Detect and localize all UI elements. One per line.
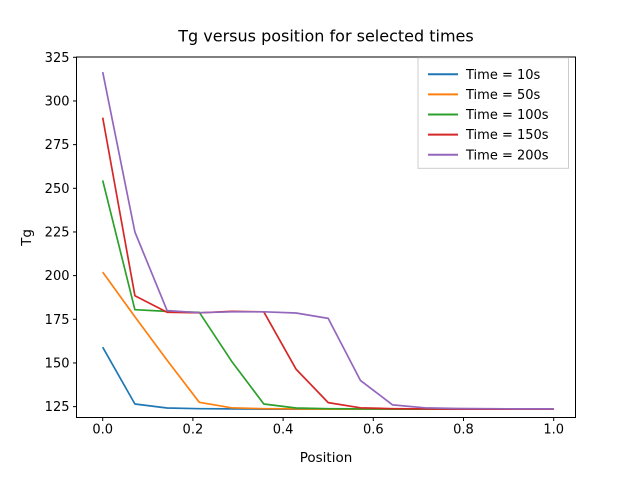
y-tick-label: 200 <box>45 269 70 284</box>
x-tick-label: 0.2 <box>183 423 204 438</box>
y-tick-label: 150 <box>45 356 70 371</box>
legend-label-time-50s: Time = 50s <box>465 88 541 103</box>
chart-title: Tg versus position for selected times <box>177 27 473 46</box>
legend-frame <box>417 57 569 169</box>
legend-label-time-200s: Time = 200s <box>465 148 549 163</box>
legend-label-time-10s: Time = 10s <box>465 68 541 83</box>
x-tick-label: 0.0 <box>92 423 113 438</box>
y-tick-label: 175 <box>45 313 70 328</box>
series-line-time-200s <box>101 71 554 410</box>
y-tick-label: 125 <box>45 400 70 415</box>
y-tick-label: 225 <box>45 225 70 240</box>
legend: Time = 10s Time = 50s Time = 100s Time = 15… <box>417 57 569 169</box>
series-line-time-100s <box>101 180 554 410</box>
x-axis-ticks: 0.0 0.2 0.4 0.6 0.8 1.0 <box>92 417 564 438</box>
legend-label-time-150s: Time = 150s <box>465 128 549 143</box>
y-tick-label: 250 <box>45 182 70 197</box>
y-axis-ticks: 125 150 175 200 225 250 275 300 325 <box>45 51 77 415</box>
x-tick-label: 0.4 <box>273 423 294 438</box>
y-axis-label: Tg <box>19 229 35 247</box>
x-tick-label: 0.8 <box>453 423 474 438</box>
x-tick-label: 0.6 <box>363 423 384 438</box>
series-line-time-10s <box>101 346 554 410</box>
axes-frame <box>76 56 576 418</box>
x-axis-label: Position <box>300 450 353 466</box>
series-line-time-50s <box>102 271 554 410</box>
legend-label-time-100s: Time = 100s <box>465 108 549 123</box>
y-tick-label: 300 <box>45 94 70 109</box>
x-tick-label: 1.0 <box>543 423 564 438</box>
series-layer <box>101 71 554 410</box>
y-tick-label: 275 <box>45 138 70 153</box>
y-tick-label: 325 <box>45 51 70 66</box>
